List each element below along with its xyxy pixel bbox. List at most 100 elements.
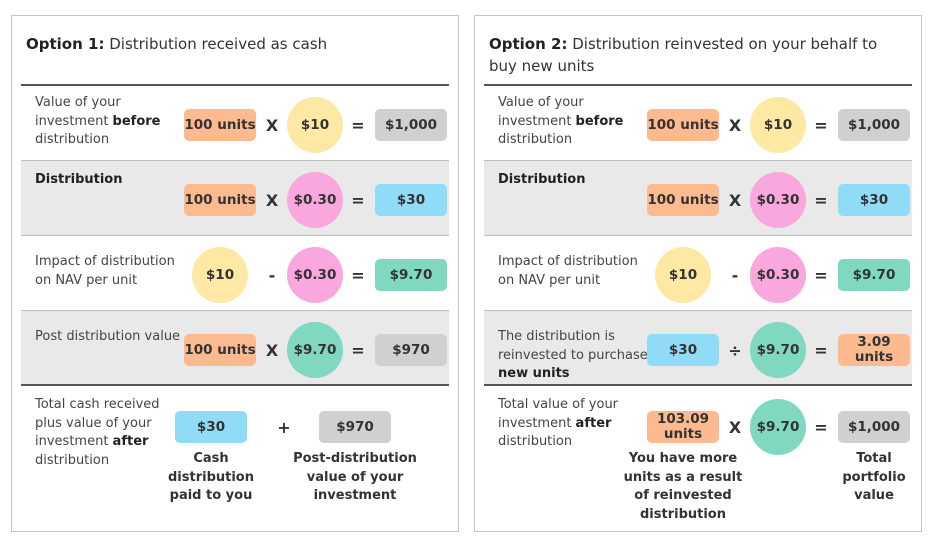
value-box: 103.09 units [647,411,719,443]
operator: - [268,265,276,285]
row-label: Impact of distribution on NAV per unit [498,253,648,290]
label-text: Total value of your investment [498,397,619,431]
value-circle: $0.30 [287,247,343,303]
label-text: The distribution is reinvested to purcha… [498,329,648,363]
value-box: 100 units [647,184,719,216]
value-circle: $0.30 [750,247,806,303]
value-box: 100 units [184,184,256,216]
label-text: distribution [35,452,110,468]
divider [484,84,912,86]
panel-title: Option 2: Distribution reinvested on you… [489,33,889,77]
label-bold: Distribution [498,172,586,187]
operator: = [814,417,828,437]
label-bold: after [575,415,612,431]
value-circle: $9.70 [750,322,806,378]
row-3: Impact of distribution on NAV per unit $1… [21,236,449,311]
label-text: Value of your investment [498,95,584,129]
bottom-section: Total cash received plus value of your i… [21,386,449,526]
panel-title: Option 1: Distribution received as cash [26,33,426,55]
title-bold: Option 2: [489,35,568,53]
row-label: Total value of your investment after dis… [498,396,648,452]
operator: X [728,115,742,135]
operator: = [814,190,828,210]
operator: - [731,265,739,285]
label-text: distribution [498,434,573,449]
value-box: $30 [647,334,719,366]
value-box: $30 [375,184,447,216]
label-bold: new units [498,366,570,381]
caption: You have more units as a result of reinv… [623,451,743,522]
value-circle: $0.30 [287,172,343,228]
value-circle: $9.70 [750,399,806,455]
label-text: Total cash received plus value of your i… [35,397,160,449]
divider [484,384,912,386]
operator: = [351,340,365,360]
row-label: Total cash received plus value of your i… [35,396,185,470]
row-label: Distribution [498,171,648,190]
panel-option-1: Option 1: Distribution received as cash V… [11,15,459,532]
operator: ÷ [728,340,742,360]
value-box: 100 units [184,334,256,366]
row-3: Impact of distribution on NAV per unit $1… [484,236,912,311]
row-4: The distribution is reinvested to purcha… [484,311,912,386]
operator: X [265,115,279,135]
title-text: Distribution received as cash [104,35,328,53]
label-bold: before [112,113,161,129]
label-bold: before [575,113,624,129]
row-4: Post distribution value 100 units X $9.70 = $… [21,311,449,386]
label-text: Impact of distribution on NAV per unit [35,254,175,288]
value-box: $1,000 [375,109,447,141]
value-circle: $10 [287,97,343,153]
row-label: Value of your investment before distribu… [35,94,185,150]
operator: = [814,115,828,135]
row-label: Value of your investment before distribu… [498,94,648,150]
value-circle: $0.30 [750,172,806,228]
row-label: Post distribution value [35,328,185,347]
row-2: Distribution 100 units X $0.30 = $30 [21,161,449,236]
caption: Post-distribution value of your investme… [293,451,417,503]
value-box: $970 [319,411,391,443]
value-box: 3.09 units [838,334,910,366]
bottom-section: Total value of your investment after dis… [484,386,912,526]
operator: X [728,190,742,210]
value-box: $1,000 [838,411,910,443]
title-text: Distribution reinvested on your behalf t… [489,35,878,75]
row-label: Distribution [35,171,185,190]
caption: Total portfolio value [842,451,906,503]
value-box: $1,000 [838,109,910,141]
row-label: Impact of distribution on NAV per unit [35,253,185,290]
label-text: Post distribution value [35,329,181,344]
value-circle: $9.70 [287,322,343,378]
value-circle: $10 [655,247,711,303]
label-text: distribution [498,132,573,147]
label-bold: after [112,434,149,449]
value-box: $30 [838,184,910,216]
label-text: distribution [35,132,110,147]
label-text: Value of your investment [35,95,121,129]
panel-option-2: Option 2: Distribution reinvested on you… [474,15,922,532]
value-circle: $10 [192,247,248,303]
operator: X [728,417,742,437]
operator: X [265,190,279,210]
operator: = [351,115,365,135]
row-1: Value of your investment before distribu… [484,86,912,161]
operator: X [265,340,279,360]
value-circle: $10 [750,97,806,153]
divider [21,384,449,386]
row-2: Distribution 100 units X $0.30 = $30 [484,161,912,236]
operator: = [814,340,828,360]
value-box: $30 [175,411,247,443]
value-box: 100 units [647,109,719,141]
caption: Cash distribution paid to you [168,451,254,503]
row-1: Value of your investment before distribu… [21,86,449,161]
label-bold: Distribution [35,172,123,187]
operator: = [814,265,828,285]
operator: = [351,265,365,285]
title-bold: Option 1: [26,35,105,53]
operator: + [277,417,291,437]
value-box: 100 units [184,109,256,141]
operator: = [351,190,365,210]
value-box: $970 [375,334,447,366]
label-text: Impact of distribution on NAV per unit [498,254,638,288]
value-box: $9.70 [375,259,447,291]
